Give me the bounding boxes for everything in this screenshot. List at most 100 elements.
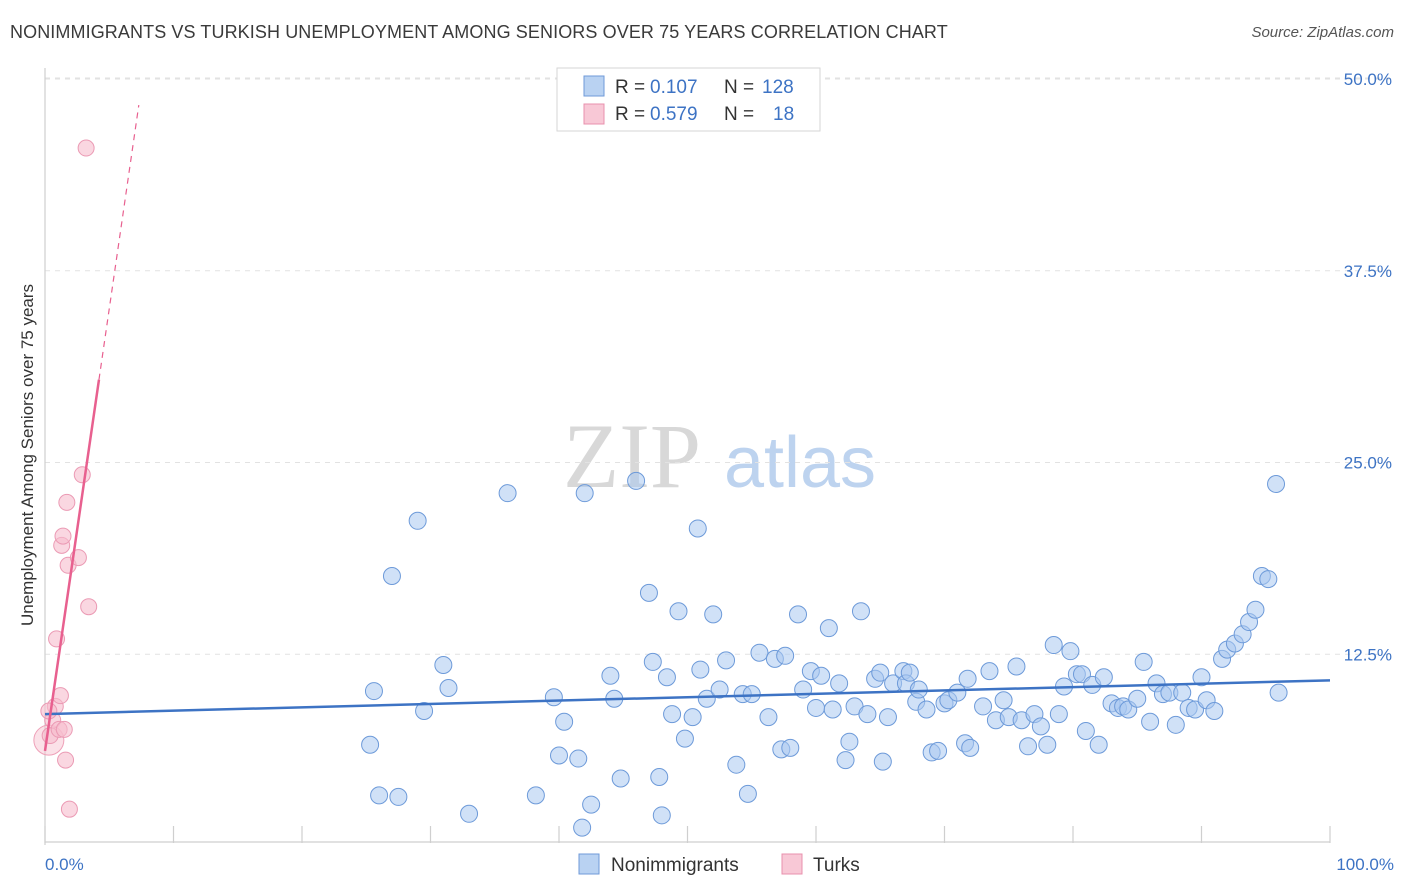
nonimmigrants-point [575, 484, 594, 503]
turks-point [77, 139, 95, 157]
turks-point [55, 720, 73, 738]
x-tick-label-0: 0.0% [45, 855, 84, 874]
nonimmigrants-point [807, 698, 825, 717]
nonimmigrants-point [691, 660, 710, 679]
legend-swatch-turks [583, 103, 605, 125]
legend-r-turks: 0.579 [650, 104, 698, 125]
legend-n-nonimmigrants: 128 [762, 77, 794, 98]
nonimmigrants-point [878, 708, 897, 727]
nonimmigrants-point [851, 602, 870, 621]
legend-n-turks: 18 [773, 104, 794, 125]
nonimmigrants-point [569, 749, 588, 768]
nonimmigrants-point [1061, 642, 1080, 661]
bottom-legend-swatch-turks [781, 853, 803, 875]
nonimmigrants-trend-line [44, 679, 1331, 716]
nonimmigrants-point [415, 702, 434, 721]
nonimmigrants-point [555, 712, 574, 731]
nonimmigrants-point [1259, 570, 1278, 589]
nonimmigrants-point [909, 680, 928, 699]
nonimmigrants-point [781, 738, 800, 757]
turks-trend-line [43, 379, 101, 752]
trend-lines [43, 104, 1331, 752]
nonimmigrants-point [1269, 683, 1288, 702]
nonimmigrants-point [1173, 683, 1192, 702]
nonimmigrants-point [601, 666, 620, 685]
nonimmigrants-point [710, 680, 729, 699]
nonimmigrants-point [697, 689, 716, 708]
nonimmigrants-point [917, 700, 936, 719]
nonimmigrants-point [550, 746, 568, 765]
nonimmigrants-point [1205, 702, 1224, 721]
nonimmigrants-point [961, 738, 980, 757]
y-tick-label-3: 50.0% [1344, 70, 1392, 89]
nonimmigrants-point [727, 755, 746, 774]
bottom-legend-swatch-nonimmigrants [578, 853, 600, 875]
nonimmigrants-point [958, 669, 977, 688]
nonimmigrants-point [582, 795, 601, 814]
y-tick-label-2: 37.5% [1344, 262, 1392, 281]
turks-point [54, 527, 72, 545]
nonimmigrants-point [361, 735, 380, 754]
nonimmigrants-point [652, 806, 671, 825]
bottom-legend-turks: Turks [813, 855, 860, 876]
legend-swatch-nonimmigrants [583, 75, 605, 97]
nonimmigrants-point [1141, 712, 1160, 731]
nonimmigrants-point [836, 751, 855, 770]
nonimmigrants-point [1044, 636, 1063, 655]
nonimmigrants-point [498, 484, 517, 503]
chart-title: NONIMMIGRANTS VS TURKISH UNEMPLOYMENT AM… [10, 22, 948, 42]
nonimmigrants-point [994, 691, 1013, 710]
legend-n-label-nonimmigrants: N = [724, 77, 754, 98]
nonimmigrants-point [675, 729, 694, 748]
turks-trend-extension [98, 104, 140, 380]
legend-r-label-nonimmigrants: R = [615, 77, 645, 98]
nonimmigrants-point [657, 668, 676, 687]
bottom-legend: Nonimmigrants Turks [578, 853, 860, 876]
nonimmigrants-point [900, 663, 919, 682]
nonimmigrants-point [840, 732, 859, 751]
turks-point [73, 466, 91, 484]
nonimmigrants-point [1031, 717, 1050, 736]
nonimmigrants-point [1267, 474, 1286, 493]
y-tick-label-1: 25.0% [1344, 454, 1392, 473]
nonimmigrants-point [980, 662, 999, 681]
nonimmigrants-point [370, 786, 389, 805]
nonimmigrants-point [1038, 735, 1057, 754]
nonimmigrants-point [639, 583, 658, 602]
nonimmigrants-point [611, 769, 630, 788]
nonimmigrants-point [1128, 689, 1147, 708]
chart-source: Source: ZipAtlas.com [1251, 24, 1394, 41]
nonimmigrants-point [819, 619, 838, 638]
nonimmigrants-point [1089, 735, 1108, 754]
top-legend: R = 0.107 N = 128 R = 0.579 N = 18 [556, 67, 821, 132]
nonimmigrants-point [364, 682, 383, 701]
nonimmigrants-point [439, 678, 458, 697]
nonimmigrants-point [627, 471, 646, 490]
turks-points [33, 139, 98, 818]
turks-point [58, 493, 76, 511]
nonimmigrants-point [573, 818, 592, 837]
nonimmigrants-point [643, 652, 662, 671]
nonimmigrants-point [434, 655, 453, 674]
nonimmigrants-point [408, 511, 427, 530]
nonimmigrants-point [789, 605, 808, 624]
y-tick-label-0: 12.5% [1344, 645, 1392, 664]
bottom-legend-nonimmigrants: Nonimmigrants [611, 855, 739, 876]
nonimmigrants-point [750, 643, 769, 662]
nonimmigrants-point [873, 752, 892, 771]
nonimmigrants-points [361, 471, 1288, 837]
nonimmigrants-point [683, 708, 702, 727]
nonimmigrants-point [1134, 652, 1153, 671]
nonimmigrants-point [858, 705, 877, 724]
turks-point [80, 598, 98, 616]
nonimmigrants-point [1094, 668, 1113, 687]
nonimmigrants-point [830, 674, 849, 693]
nonimmigrants-point [812, 666, 831, 685]
legend-r-label-turks: R = [615, 104, 645, 125]
nonimmigrants-point [544, 688, 563, 707]
nonimmigrants-point [929, 741, 948, 760]
gridlines [45, 77, 1392, 655]
nonimmigrants-point [1049, 705, 1068, 724]
nonimmigrants-point [759, 708, 778, 727]
